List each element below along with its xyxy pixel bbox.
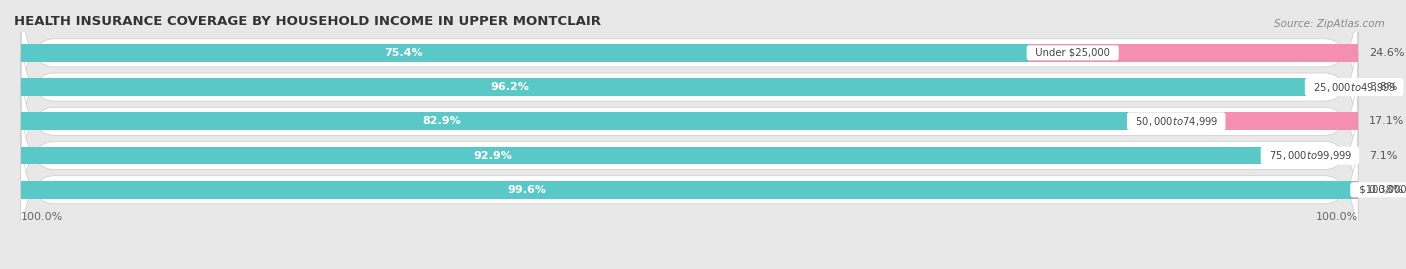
Text: $75,000 to $99,999: $75,000 to $99,999	[1263, 149, 1357, 162]
Bar	[1129, 112, 1358, 130]
Text: 96.2%: 96.2%	[491, 82, 529, 92]
Text: 99.6%: 99.6%	[508, 185, 547, 195]
Bar	[21, 147, 1263, 164]
Bar	[1308, 78, 1358, 96]
Bar	[21, 44, 1029, 62]
Text: 82.9%: 82.9%	[423, 116, 461, 126]
Bar	[21, 181, 1353, 199]
FancyBboxPatch shape	[21, 118, 1358, 261]
Text: 0.38%: 0.38%	[1368, 185, 1405, 195]
Bar	[21, 78, 1308, 96]
FancyBboxPatch shape	[21, 50, 1358, 193]
Bar	[21, 112, 1129, 130]
FancyBboxPatch shape	[21, 84, 1358, 227]
Text: 17.1%: 17.1%	[1369, 116, 1405, 126]
Text: $50,000 to $74,999: $50,000 to $74,999	[1129, 115, 1223, 128]
Text: 100.0%: 100.0%	[21, 212, 63, 222]
FancyBboxPatch shape	[21, 16, 1358, 159]
Text: 92.9%: 92.9%	[474, 151, 512, 161]
Bar	[1263, 147, 1358, 164]
Bar	[1029, 44, 1358, 62]
Text: $100,000 and over: $100,000 and over	[1353, 185, 1406, 195]
Bar	[1353, 181, 1358, 199]
Text: 24.6%: 24.6%	[1369, 48, 1405, 58]
Text: Under $25,000: Under $25,000	[1029, 48, 1116, 58]
Text: HEALTH INSURANCE COVERAGE BY HOUSEHOLD INCOME IN UPPER MONTCLAIR: HEALTH INSURANCE COVERAGE BY HOUSEHOLD I…	[14, 15, 600, 28]
Text: 100.0%: 100.0%	[1316, 212, 1358, 222]
FancyBboxPatch shape	[21, 0, 1358, 124]
Text: Source: ZipAtlas.com: Source: ZipAtlas.com	[1274, 19, 1385, 29]
Text: 7.1%: 7.1%	[1369, 151, 1398, 161]
Text: 3.8%: 3.8%	[1369, 82, 1398, 92]
Text: $25,000 to $49,999: $25,000 to $49,999	[1308, 80, 1400, 94]
Text: 75.4%: 75.4%	[385, 48, 423, 58]
